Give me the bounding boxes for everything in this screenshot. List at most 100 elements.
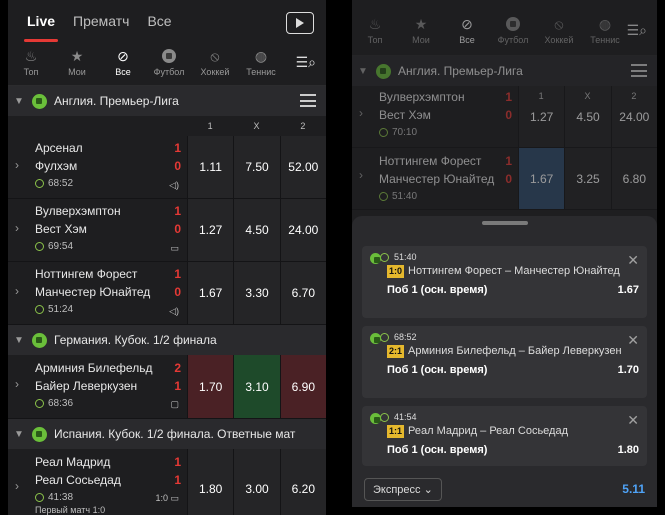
clock-icon	[380, 412, 389, 422]
odd-x[interactable]: 4.50	[564, 86, 611, 147]
odd-2[interactable]: 24.00	[610, 86, 657, 147]
odd-x[interactable]: 3.00	[233, 449, 280, 515]
tab-all[interactable]: Все	[147, 13, 172, 29]
search-filter-icon[interactable]: ☰⌕	[295, 54, 316, 70]
football-icon	[32, 332, 47, 348]
odd-1[interactable]: 1.80	[187, 449, 234, 515]
clock-icon	[35, 241, 44, 251]
odd-x[interactable]: 3.10	[233, 355, 280, 418]
score2: 1	[174, 379, 181, 393]
league-header[interactable]: ▼ Англия. Премьер-Лига	[8, 86, 326, 116]
hockey-icon: ⦸	[210, 47, 220, 64]
team1: Ноттингем Форест	[379, 154, 482, 168]
sport-football[interactable]: Футбол	[146, 42, 192, 77]
sport-hockey[interactable]: ⦸ Хоккей	[192, 42, 238, 78]
league-header[interactable]: ▼ Англия. Премьер-Лига	[352, 56, 657, 86]
match-row[interactable]: › Арминия Билефельд 2 Байер Леверкузен 1 6…	[8, 355, 326, 419]
sport-mine[interactable]: ★ Мои	[54, 42, 100, 78]
close-icon[interactable]: ✕	[627, 412, 639, 428]
sport-label: Футбол	[497, 35, 529, 45]
chevron-down-icon: ▼	[14, 428, 24, 440]
bet-odd: 1.70	[617, 364, 639, 376]
football-icon	[505, 16, 521, 32]
odd-2[interactable]: 24.00	[279, 199, 326, 261]
col-2: 2	[631, 91, 637, 101]
sport-mine[interactable]: ★ Мои	[398, 10, 444, 46]
sport-tennis[interactable]: ◍ Теннис	[582, 10, 628, 46]
settings-icon[interactable]	[631, 64, 647, 77]
team2: Фулхэм	[35, 159, 78, 173]
sport-hockey[interactable]: ⦸ Хоккей	[536, 10, 582, 46]
sport-tennis[interactable]: ◍ Теннис	[238, 42, 284, 78]
express-dropdown[interactable]: Экспресс ⌄	[364, 477, 442, 501]
match-row[interactable]: › Вулверхэмптон 1 Вест Хэм 0 69:54 ▭ 1.27 4…	[8, 199, 326, 262]
bet-score: 1:1	[387, 425, 405, 438]
team1: Реал Мадрид	[35, 455, 111, 469]
odd-x[interactable]: 7.50	[233, 136, 280, 198]
close-icon[interactable]: ✕	[627, 332, 639, 348]
league-name: Англия. Премьер-Лига	[398, 64, 523, 78]
sport-all[interactable]: ⊘ Все	[100, 42, 146, 78]
top-tabs: Live Прематч Все	[8, 0, 326, 42]
sport-football[interactable]: Футбол	[490, 10, 536, 45]
match-row[interactable]: › Реал Мадрид 1 Реал Сосьедад 1 41:38 Перв…	[8, 449, 326, 515]
bet-score: 2:1	[387, 345, 405, 358]
sheet-handle[interactable]	[481, 221, 528, 225]
odds-header: 1 X 2	[8, 116, 326, 136]
chevron-right-icon: ›	[359, 168, 363, 182]
odd-2[interactable]: 52.00	[279, 136, 326, 198]
odd-2[interactable]: 6.20	[279, 449, 326, 515]
sports-bar: ♨ Топ ★ Мои ⊘ Все Футбол ⦸ Хоккей ◍ Теннис ☰⌕	[8, 42, 326, 86]
match-row[interactable]: › Вулверхэмптон 1 Вест Хэм 0 70:10 1 X 2 1.27…	[352, 86, 657, 148]
clock-icon	[35, 178, 44, 188]
chevron-right-icon: ›	[15, 284, 19, 298]
clock-icon	[35, 398, 44, 408]
odd-1[interactable]: 1.27	[187, 199, 234, 261]
bet-score: 1:0	[387, 265, 405, 278]
score2: 0	[174, 222, 181, 236]
match-row[interactable]: › Ноттингем Форест 1 Манчестер Юнайтед 0 5…	[352, 148, 657, 210]
fire-icon: ♨	[24, 47, 38, 64]
bet-card: ✕ 68:52 2:1 Арминия Билефельд – Байер Лев…	[362, 326, 647, 398]
compass-icon: ⊘	[117, 47, 129, 64]
match-time: 51:40	[392, 190, 418, 202]
col-x: X	[253, 121, 260, 131]
chevron-right-icon: ›	[15, 221, 19, 235]
match-row[interactable]: › Арсенал 1 Фулхэм 0 68:52 ◁) 1.11 7.50 52.0…	[8, 136, 326, 199]
tv-icon[interactable]	[286, 12, 314, 34]
clock-icon	[380, 332, 389, 342]
odd-1[interactable]: 1.70	[187, 355, 234, 418]
odd-1[interactable]: 1.11	[187, 136, 234, 198]
odd-1[interactable]: 1.27	[518, 86, 565, 147]
football-icon	[32, 426, 47, 442]
match-time: 68:52	[48, 177, 74, 189]
tab-prematch[interactable]: Прематч	[73, 13, 130, 29]
settings-icon[interactable]	[300, 94, 316, 107]
score2: 0	[505, 108, 512, 122]
odd-1[interactable]: 1.67	[187, 262, 234, 324]
search-filter-icon[interactable]: ☰⌕	[626, 22, 647, 38]
chevron-right-icon: ›	[359, 106, 363, 120]
odd-x[interactable]: 4.50	[233, 199, 280, 261]
league-header[interactable]: ▼ Испания. Кубок. 1/2 финала. Ответные ма…	[8, 419, 326, 449]
odd-x[interactable]: 3.30	[233, 262, 280, 324]
team1: Вулверхэмптон	[379, 90, 465, 104]
sport-top[interactable]: ♨ Топ	[8, 42, 54, 78]
sport-top[interactable]: ♨ Топ	[352, 10, 398, 46]
odd-2[interactable]: 6.90	[279, 355, 326, 418]
chevron-down-icon: ⌄	[423, 483, 433, 496]
odd-x[interactable]: 3.25	[564, 148, 611, 209]
team1: Ноттингем Форест	[35, 267, 138, 281]
sport-all[interactable]: ⊘ Все	[444, 10, 490, 46]
match-time: 69:54	[48, 240, 74, 252]
aggregate-score: 1:0 ▭	[155, 493, 179, 503]
match-row[interactable]: › Ноттингем Форест 1 Манчестер Юнайтед 0 5…	[8, 262, 326, 325]
close-icon[interactable]: ✕	[627, 252, 639, 268]
bet-time: 68:52	[394, 332, 417, 342]
odd-1[interactable]: 1.67	[518, 148, 565, 209]
tab-live[interactable]: Live	[18, 0, 64, 42]
score1: 1	[505, 90, 512, 104]
league-header[interactable]: ▼ Германия. Кубок. 1/2 финала	[8, 325, 326, 355]
odd-2[interactable]: 6.70	[279, 262, 326, 324]
odd-2[interactable]: 6.80	[610, 148, 657, 209]
